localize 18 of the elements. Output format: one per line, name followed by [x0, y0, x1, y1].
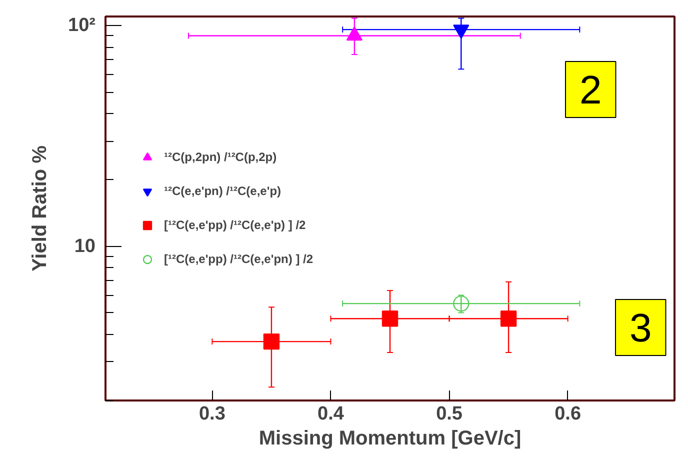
legend-label: ¹²C(p,2pn) /¹²C(p,2p): [164, 150, 277, 164]
point: [263, 333, 280, 350]
x-tick-label: 0.5: [436, 404, 463, 424]
x-axis-title: Missing Momentum [GeV/c]: [258, 428, 522, 450]
x-tick-label: 0.4: [318, 404, 344, 424]
annotation: 2: [580, 68, 602, 112]
legend-label: [¹²C(e,e'pp) /¹²C(e,e'p) ] /2: [164, 218, 306, 232]
legend-label: [¹²C(e,e'pp) /¹²C(e,e'pn) ] /2: [164, 252, 314, 266]
x-tick-label: 0.6: [554, 404, 582, 424]
y-tick-label: 10²: [68, 15, 96, 36]
y-axis-title: Yield Ratio %: [29, 145, 52, 272]
point: [500, 310, 517, 327]
legend-label: ¹²C(e,e'pn) /¹²C(e,e'p): [164, 184, 282, 198]
x-tick-label: 0.3: [198, 404, 226, 424]
annotation: 3: [630, 306, 652, 350]
point: [382, 310, 398, 327]
y-tick-label: 10: [74, 236, 96, 257]
point: [453, 295, 470, 312]
